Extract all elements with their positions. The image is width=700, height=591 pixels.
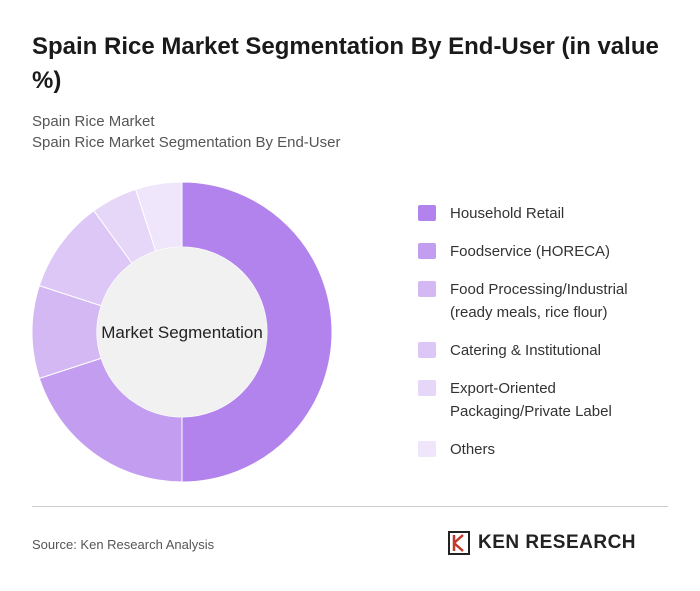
legend-item: Others: [418, 438, 678, 461]
legend-label: Household Retail: [450, 205, 565, 222]
subtitle: Spain Rice Market: [32, 113, 155, 130]
legend-label: Foodservice (HORECA): [450, 243, 611, 260]
legend-swatch: [418, 441, 436, 457]
legend-swatch: [418, 342, 436, 358]
legend-item: Foodservice (HORECA): [418, 240, 678, 263]
legend-swatch: [418, 205, 436, 221]
chart-title: Spain Rice Market Segmentation By End-Us…: [32, 33, 659, 94]
legend-label: Catering & Institutional: [450, 342, 601, 359]
source: Source: Ken Research Analysis: [32, 537, 215, 552]
legend-label: Export-Oriented Packaging/Private Label: [450, 380, 612, 420]
legend-swatch: [418, 281, 436, 297]
donut-center: [97, 247, 267, 417]
donut-chart: Market Segmentation: [31, 181, 333, 483]
logo-icon: [448, 531, 470, 555]
logo-text: KEN RESEARCH: [478, 532, 637, 553]
divider: [32, 506, 668, 507]
legend-item: Catering & Institutional: [418, 339, 678, 362]
legend-label: Food Processing/Industrial (ready meals,…: [450, 281, 628, 321]
legend: Household Retail Foodservice (HORECA) Food…: [418, 202, 678, 476]
logo: KEN RESEARCH: [448, 531, 636, 555]
subtitle: Spain Rice Market Segmentation By End-Us…: [32, 134, 341, 151]
legend-item: Food Processing/Industrial (ready meals,…: [418, 278, 678, 324]
legend-swatch: [418, 243, 436, 259]
legend-item: Export-Oriented Packaging/Private Label: [418, 377, 678, 423]
legend-label: Others: [450, 441, 496, 458]
center-label: Market Segmentation: [101, 323, 263, 342]
legend-swatch: [418, 380, 436, 396]
legend-item: Household Retail: [418, 202, 678, 225]
